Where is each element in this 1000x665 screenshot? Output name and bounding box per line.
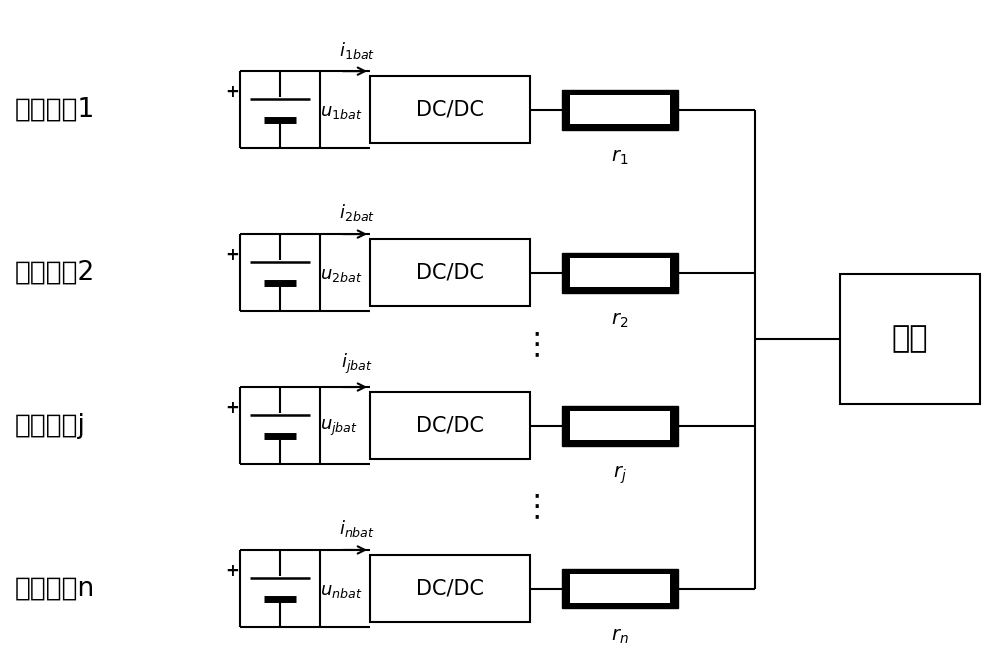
Bar bbox=[562, 406, 678, 446]
Bar bbox=[562, 253, 678, 293]
Text: 储能单元1: 储能单元1 bbox=[15, 96, 95, 123]
Text: +: + bbox=[225, 399, 239, 418]
Bar bbox=[370, 76, 530, 143]
Bar bbox=[840, 275, 980, 404]
Text: +: + bbox=[225, 83, 239, 102]
Text: +: + bbox=[225, 562, 239, 581]
Bar bbox=[370, 239, 530, 306]
Text: DC/DC: DC/DC bbox=[416, 100, 484, 120]
Text: $u_{2bat}$: $u_{2bat}$ bbox=[320, 266, 362, 285]
Bar bbox=[562, 569, 678, 608]
Bar bbox=[562, 406, 678, 446]
Bar bbox=[570, 95, 670, 124]
Bar bbox=[570, 411, 670, 440]
Text: $i_{nbat}$: $i_{nbat}$ bbox=[339, 518, 375, 539]
Bar bbox=[370, 555, 530, 622]
Text: $\vdots$: $\vdots$ bbox=[521, 493, 539, 522]
Text: $u_{nbat}$: $u_{nbat}$ bbox=[320, 582, 362, 600]
Text: 储能单元n: 储能单元n bbox=[15, 575, 95, 602]
Bar bbox=[570, 258, 670, 287]
Bar bbox=[562, 90, 678, 130]
Bar bbox=[370, 392, 530, 459]
Bar bbox=[570, 574, 670, 603]
Text: 负荷: 负荷 bbox=[892, 325, 928, 354]
Text: $r_{1}$: $r_{1}$ bbox=[611, 148, 629, 168]
Text: $u_{1bat}$: $u_{1bat}$ bbox=[320, 103, 362, 122]
Text: $r_{2}$: $r_{2}$ bbox=[611, 311, 629, 331]
Text: $u_{jbat}$: $u_{jbat}$ bbox=[320, 418, 358, 438]
Text: DC/DC: DC/DC bbox=[416, 579, 484, 598]
Text: 储能单元2: 储能单元2 bbox=[15, 259, 95, 286]
Text: DC/DC: DC/DC bbox=[416, 416, 484, 436]
Bar bbox=[562, 569, 678, 608]
Bar bbox=[562, 90, 678, 130]
Text: $\vdots$: $\vdots$ bbox=[521, 331, 539, 360]
Text: +: + bbox=[225, 246, 239, 265]
Text: DC/DC: DC/DC bbox=[416, 263, 484, 283]
Text: $r_{n}$: $r_{n}$ bbox=[611, 627, 629, 646]
Bar bbox=[562, 253, 678, 293]
Text: $i_{1bat}$: $i_{1bat}$ bbox=[339, 39, 375, 61]
Text: $i_{2bat}$: $i_{2bat}$ bbox=[339, 202, 375, 223]
Text: 储能单元j: 储能单元j bbox=[15, 412, 86, 439]
Text: $r_{j}$: $r_{j}$ bbox=[613, 464, 627, 485]
Text: $i_{jbat}$: $i_{jbat}$ bbox=[341, 352, 373, 376]
